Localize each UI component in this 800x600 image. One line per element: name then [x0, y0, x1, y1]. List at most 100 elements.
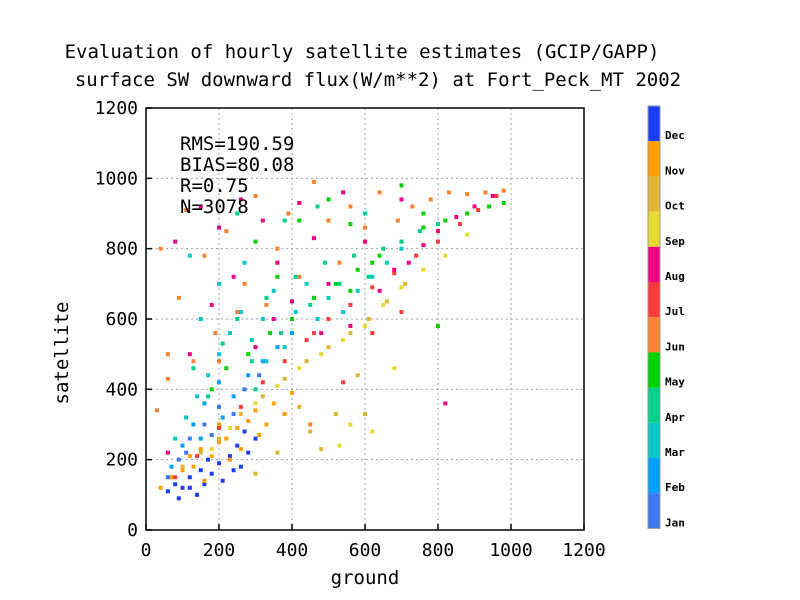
data-point: [191, 366, 196, 371]
data-point: [253, 193, 258, 198]
data-point: [355, 288, 360, 293]
data-point: [290, 299, 294, 304]
data-point: [282, 218, 287, 223]
colorbar-swatch: [648, 458, 660, 494]
series-aug: [165, 190, 495, 455]
x-tick-label: 1200: [562, 540, 605, 561]
data-point: [187, 436, 192, 441]
data-point: [465, 211, 470, 216]
data-point: [231, 274, 236, 279]
data-point: [308, 429, 313, 434]
data-point: [348, 422, 353, 427]
data-point: [297, 366, 302, 371]
data-point: [173, 482, 178, 487]
data-point: [246, 450, 251, 455]
data-point: [290, 317, 294, 321]
data-point: [176, 457, 181, 462]
data-point: [348, 331, 353, 336]
data-point: [206, 394, 211, 399]
chart-title-line-2: surface SW downward flux(W/m**2) at Fort…: [75, 69, 681, 91]
colorbar-swatch: [648, 246, 660, 282]
data-point: [421, 211, 426, 216]
data-point: [443, 401, 448, 406]
data-point: [348, 288, 353, 293]
data-point: [224, 366, 229, 371]
x-tick-label: 800: [422, 540, 455, 561]
data-point: [311, 236, 316, 241]
data-point: [246, 352, 251, 357]
data-point: [187, 475, 192, 480]
data-point: [293, 309, 298, 314]
colorbar-swatch: [648, 211, 660, 247]
data-point: [363, 225, 367, 230]
series-jan: [165, 373, 262, 480]
series-feb: [169, 331, 294, 469]
data-point: [238, 404, 243, 409]
data-point: [173, 475, 178, 480]
data-point: [158, 246, 163, 251]
data-point: [217, 436, 221, 441]
data-point: [293, 274, 298, 279]
data-point: [249, 359, 254, 364]
data-point: [443, 218, 448, 223]
data-point: [399, 246, 404, 251]
data-point: [268, 331, 273, 336]
data-point: [436, 229, 440, 234]
data-point: [392, 271, 397, 276]
data-point: [235, 443, 240, 448]
data-point: [304, 359, 309, 364]
data-point: [217, 281, 221, 286]
data-point: [206, 457, 211, 462]
data-point: [169, 475, 174, 480]
data-point: [242, 281, 247, 286]
y-ticks: 0 200 400 600 800 1000 1200: [95, 98, 152, 541]
colorbar: Dec Nov Oct Sep Aug Jul Jun May Apr Mar Feb Jan: [647, 105, 685, 529]
data-point: [355, 267, 360, 272]
data-point: [260, 317, 265, 321]
data-point: [399, 197, 404, 202]
data-point: [220, 478, 225, 483]
colorbar-swatch: [648, 317, 660, 353]
data-point: [264, 359, 269, 364]
data-point: [436, 239, 440, 244]
x-axis-label: ground: [331, 567, 400, 589]
data-point: [173, 239, 178, 244]
data-point: [399, 239, 404, 244]
data-point: [490, 193, 495, 198]
data-point: [238, 464, 243, 469]
data-point: [191, 422, 196, 427]
data-point: [271, 288, 276, 293]
data-point: [202, 478, 207, 483]
data-point: [264, 302, 269, 307]
data-point: [399, 285, 404, 290]
data-point: [290, 331, 294, 336]
y-tick-label: 1200: [95, 98, 138, 119]
colorbar-label: Nov: [665, 164, 685, 177]
data-point: [184, 450, 189, 455]
data-point: [198, 447, 203, 452]
data-point: [253, 239, 258, 244]
data-point: [253, 401, 258, 406]
colorbar-label: Aug: [665, 270, 685, 283]
colorbar-swatch: [648, 176, 660, 212]
y-tick-label: 1000: [95, 168, 138, 189]
data-point: [421, 267, 426, 272]
data-point: [235, 211, 240, 216]
data-point: [165, 475, 170, 480]
data-point: [297, 200, 302, 205]
data-point: [348, 302, 353, 307]
data-point: [224, 436, 229, 441]
series-apr: [191, 204, 440, 399]
data-point: [406, 260, 411, 265]
data-point: [217, 422, 221, 427]
data-point: [392, 366, 397, 371]
data-point: [446, 190, 451, 195]
data-point: [227, 426, 232, 431]
data-point: [487, 204, 492, 209]
series-jun: [154, 179, 506, 427]
y-tick-label: 800: [105, 239, 138, 260]
data-point: [198, 468, 203, 473]
stat-rms: RMS=190.59: [180, 133, 294, 155]
data-point: [217, 359, 221, 364]
data-point: [260, 218, 265, 223]
